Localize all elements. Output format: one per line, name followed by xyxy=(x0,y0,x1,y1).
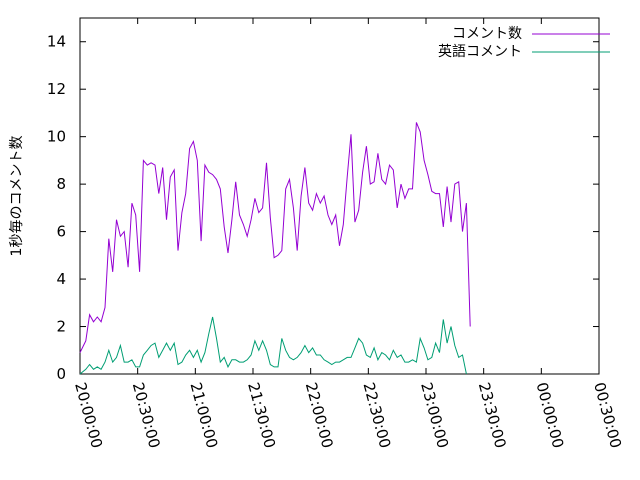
x-tick-label: 21:00:00 xyxy=(186,380,221,450)
x-tick-label: 22:00:00 xyxy=(302,380,337,450)
legend: コメント数 英語コメント xyxy=(438,26,610,60)
x-tick-label: 20:30:00 xyxy=(129,380,164,450)
y-tick-label: 2 xyxy=(56,318,66,336)
series-line-0 xyxy=(79,122,471,353)
legend-label-english: 英語コメント xyxy=(438,43,522,60)
x-tick-label: 20:00:00 xyxy=(71,380,106,450)
y-tick-label: 6 xyxy=(56,223,66,241)
series-lines xyxy=(79,122,471,375)
y-axis: 0 2 4 6 8 10 12 14 xyxy=(47,33,599,383)
series-line-1 xyxy=(79,316,467,375)
x-tick-label: 00:00:00 xyxy=(532,380,567,450)
y-tick-label: 10 xyxy=(47,128,66,146)
legend-label-comments: コメント数 xyxy=(452,26,522,42)
x-tick-label: 23:30:00 xyxy=(475,380,510,450)
x-axis: 20:00:00 20:30:00 21:00:00 21:30:00 22:00:00… xyxy=(71,18,625,450)
x-tick-label: 00:30:00 xyxy=(590,380,625,450)
y-tick-label: 8 xyxy=(56,175,66,193)
y-tick-label: 0 xyxy=(56,365,66,383)
x-tick-label: 21:30:00 xyxy=(244,380,279,450)
y-tick-label: 14 xyxy=(47,33,66,51)
y-tick-label: 12 xyxy=(47,80,66,98)
y-axis-label: 1秒毎のコメント数 xyxy=(9,136,25,257)
x-tick-label: 23:00:00 xyxy=(417,380,452,450)
x-tick-label: 22:30:00 xyxy=(359,380,394,450)
y-tick-label: 4 xyxy=(56,270,66,288)
plot-frame xyxy=(79,17,600,375)
